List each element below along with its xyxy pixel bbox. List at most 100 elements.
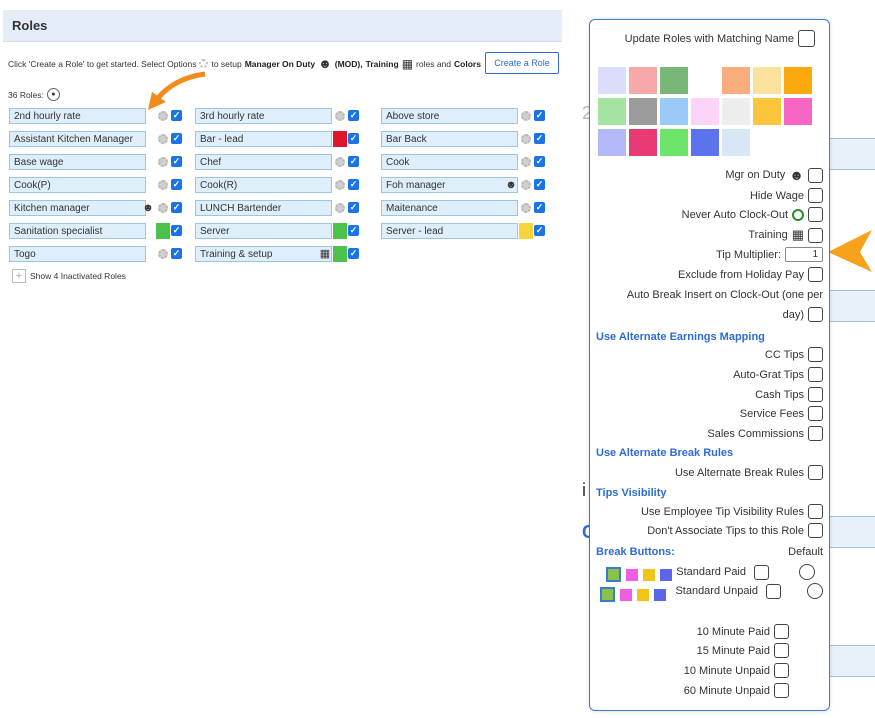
gear-icon[interactable] [158,111,168,121]
role-name[interactable]: Cook [381,154,518,170]
standard-paid-default-radio[interactable] [799,564,815,580]
role-name[interactable]: Togo [9,246,146,262]
role-active-checkbox[interactable]: ✓ [534,110,545,121]
gear-icon[interactable] [158,203,168,213]
role-active-checkbox[interactable]: ✓ [534,156,545,167]
create-role-button[interactable]: Create a Role [485,52,559,74]
auto-break-row-2[interactable]: day) [783,307,823,322]
role-active-checkbox[interactable]: ✓ [171,133,182,144]
never-auto-clockout-row[interactable]: Never Auto Clock-Out [682,207,823,222]
color-swatch[interactable] [691,98,719,125]
color-swatch[interactable] [722,98,750,125]
role-name[interactable]: Assistant Kitchen Manager [9,131,146,147]
role-name[interactable]: Bar - lead [195,131,332,147]
color-swatch[interactable] [660,67,688,94]
standard-unpaid-default-radio[interactable] [807,583,823,599]
standard-unpaid-row[interactable]: Standard Unpaid [675,583,823,599]
role-active-checkbox[interactable]: ✓ [348,133,359,144]
color-swatch[interactable] [722,67,750,94]
standard-unpaid-checkbox[interactable] [766,583,781,599]
color-option[interactable] [643,568,655,581]
role-active-checkbox[interactable]: ✓ [171,110,182,121]
min10-paid-row[interactable]: 10 Minute Paid [697,624,789,639]
role-name[interactable]: Maitenance [381,200,518,216]
standard-paid-row[interactable]: Standard Paid [676,564,815,580]
gear-icon[interactable] [335,180,345,190]
color-option[interactable] [606,567,621,583]
role-name[interactable]: Foh manager [381,177,518,193]
color-swatch[interactable] [629,98,657,125]
gear-icon[interactable] [521,180,531,190]
color-swatch[interactable] [691,129,719,156]
color-swatch[interactable] [629,67,657,94]
role-active-checkbox[interactable]: ✓ [348,202,359,213]
hide-wage-checkbox[interactable] [808,188,823,203]
color-swatch[interactable] [691,67,719,94]
show-inactivated-roles[interactable]: + Show 4 Inactivated Roles [12,269,126,283]
color-swatch[interactable] [753,67,781,94]
use-alt-break-checkbox[interactable] [808,465,823,480]
role-name[interactable]: LUNCH Bartender [195,200,332,216]
role-name[interactable]: Kitchen manager [9,200,146,216]
role-active-checkbox[interactable]: ✓ [534,225,545,236]
dont-associate-row[interactable]: Don't Associate Tips to this Role [647,523,823,538]
standard-unpaid-colors[interactable] [600,586,671,604]
use-alt-break-row[interactable]: Use Alternate Break Rules [675,465,823,480]
sales-commissions-row[interactable]: Sales Commissions [707,426,823,441]
service-fees-checkbox[interactable] [808,406,823,421]
use-emp-tip-vis-checkbox[interactable] [808,504,823,519]
color-swatch[interactable] [629,129,657,156]
color-option[interactable] [600,587,615,603]
role-active-checkbox[interactable]: ✓ [534,133,545,144]
role-active-checkbox[interactable]: ✓ [171,179,182,190]
training-checkbox[interactable] [808,227,823,243]
color-option[interactable] [626,568,638,581]
tip-multiplier-row[interactable]: Tip Multiplier: 1 [716,247,823,262]
role-active-checkbox[interactable]: ✓ [171,156,182,167]
color-swatch[interactable] [598,98,626,125]
gear-icon[interactable] [158,180,168,190]
role-active-checkbox[interactable]: ✓ [348,179,359,190]
gear-icon[interactable] [158,157,168,167]
gear-icon[interactable] [521,157,531,167]
color-swatch[interactable] [784,67,812,94]
cc-tips-row[interactable]: CC Tips [765,347,823,362]
color-swatch[interactable] [660,129,688,156]
gear-icon[interactable] [521,203,531,213]
min60-unpaid-checkbox[interactable] [774,683,789,698]
role-active-checkbox[interactable]: ✓ [171,248,182,259]
gear-icon[interactable] [335,203,345,213]
auto-break-checkbox[interactable] [808,307,823,322]
cash-tips-checkbox[interactable] [808,387,823,402]
color-option[interactable] [620,588,632,601]
training-row[interactable]: Training ▦ [748,227,823,243]
min15-paid-checkbox[interactable] [774,643,789,658]
plus-icon[interactable]: + [12,269,26,283]
use-emp-tip-vis-row[interactable]: Use Employee Tip Visibility Rules [641,504,823,519]
color-swatch[interactable] [598,129,626,156]
cash-tips-row[interactable]: Cash Tips [755,387,823,402]
auto-grat-tips-checkbox[interactable] [808,367,823,382]
gear-icon[interactable] [335,111,345,121]
role-name[interactable]: Base wage [9,154,146,170]
role-name[interactable]: Sanitation specialist [9,223,146,239]
role-name[interactable]: Above store [381,108,518,124]
role-name[interactable]: Chef [195,154,332,170]
color-swatch[interactable] [722,129,750,156]
role-active-checkbox[interactable]: ✓ [348,248,359,259]
role-name[interactable]: Cook(R) [195,177,332,193]
role-active-checkbox[interactable]: ✓ [534,202,545,213]
role-name[interactable]: 3rd hourly rate [195,108,332,124]
role-active-checkbox[interactable]: ✓ [171,202,182,213]
gear-icon[interactable] [158,249,168,259]
gear-icon[interactable] [521,111,531,121]
color-option[interactable] [654,588,666,601]
role-name[interactable]: Cook(P) [9,177,146,193]
standard-paid-checkbox[interactable] [754,564,769,580]
standard-paid-colors[interactable] [606,566,677,584]
cc-tips-checkbox[interactable] [808,347,823,362]
gear-icon[interactable] [158,134,168,144]
auto-grat-tips-row[interactable]: Auto-Grat Tips [733,367,823,382]
update-matching-name-checkbox[interactable] [798,30,815,47]
role-name[interactable]: 2nd hourly rate [9,108,146,124]
